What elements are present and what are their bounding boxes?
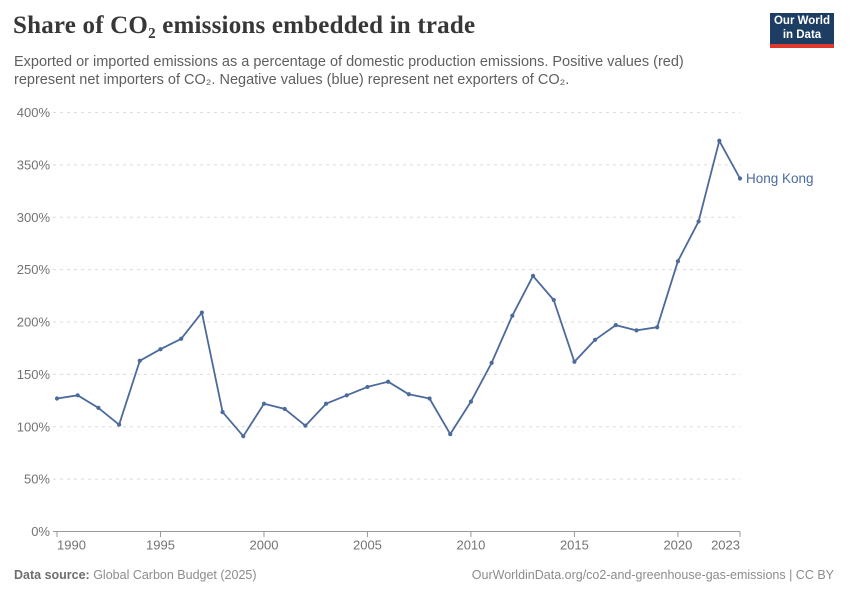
series-end-label: Hong Kong — [746, 171, 814, 186]
data-point — [158, 347, 163, 352]
data-point — [510, 313, 515, 318]
data-point — [634, 328, 639, 333]
y-tick-label: 350% — [17, 157, 51, 172]
data-point — [427, 396, 432, 401]
data-point — [220, 409, 225, 415]
data-point — [75, 393, 80, 398]
data-point — [323, 401, 329, 406]
trend-line — [56, 139, 741, 438]
data-point — [613, 323, 618, 328]
data-point — [116, 422, 122, 427]
x-tick-label: 2015 — [560, 538, 589, 553]
data-point — [137, 358, 142, 363]
y-tick-label: 400% — [17, 105, 51, 120]
data-point — [199, 310, 204, 315]
credit-line: OurWorldinData.org/co2-and-greenhouse-ga… — [471, 568, 834, 582]
data-point — [468, 399, 474, 404]
owid-logo-line1: Our World — [773, 15, 830, 27]
data-point — [448, 431, 453, 437]
data-point — [261, 401, 267, 406]
y-tick-label: 50% — [24, 472, 50, 487]
data-source-label: Data source: — [14, 568, 90, 582]
data-source: Data source: Global Carbon Budget (2025) — [14, 568, 257, 582]
y-tick-label: 100% — [17, 419, 51, 434]
x-tick-label: 2010 — [456, 538, 485, 553]
data-point — [717, 138, 722, 143]
data-point — [593, 337, 598, 342]
data-point — [386, 379, 391, 384]
x-tick-label: 2005 — [353, 538, 382, 553]
data-point — [489, 360, 494, 365]
data-point — [365, 384, 370, 390]
owid-logo: Our World in Data — [770, 13, 834, 48]
data-point — [54, 396, 60, 401]
data-point — [344, 393, 349, 398]
y-tick-label: 200% — [17, 315, 51, 330]
y-tick-label: 150% — [17, 367, 51, 382]
data-source-value: Global Carbon Budget (2025) — [89, 568, 257, 582]
x-tick-label: 1990 — [57, 538, 86, 553]
x-tick-label: 2000 — [250, 538, 279, 553]
data-point — [96, 405, 101, 410]
data-point — [696, 219, 701, 224]
data-point — [303, 423, 308, 428]
chart-subtitle-line1: Exported or imported emissions as a perc… — [14, 54, 684, 70]
x-tick-label: 2020 — [663, 538, 692, 553]
y-tick-label: 0% — [31, 524, 50, 539]
chart-subtitle-line2: represent net importers of CO₂. Negative… — [14, 72, 570, 88]
y-tick-label: 300% — [17, 210, 51, 225]
y-tick-label: 250% — [17, 262, 51, 277]
data-point — [737, 176, 743, 181]
data-point — [530, 273, 536, 279]
x-tick-label: 1995 — [146, 538, 175, 553]
chart-subtitle: Exported or imported emissions as a perc… — [14, 53, 754, 89]
x-tick-label: 2023 — [711, 538, 740, 553]
data-point — [282, 406, 287, 412]
page-title: Share of CO₂ emissions embedded in trade — [13, 12, 476, 39]
data-point — [551, 297, 556, 303]
data-point — [406, 392, 411, 397]
data-point — [179, 336, 184, 341]
owid-logo-line2: in Data — [782, 28, 822, 41]
data-point — [572, 359, 577, 364]
data-point — [675, 259, 681, 264]
data-point — [241, 434, 246, 439]
data-point — [655, 325, 660, 330]
